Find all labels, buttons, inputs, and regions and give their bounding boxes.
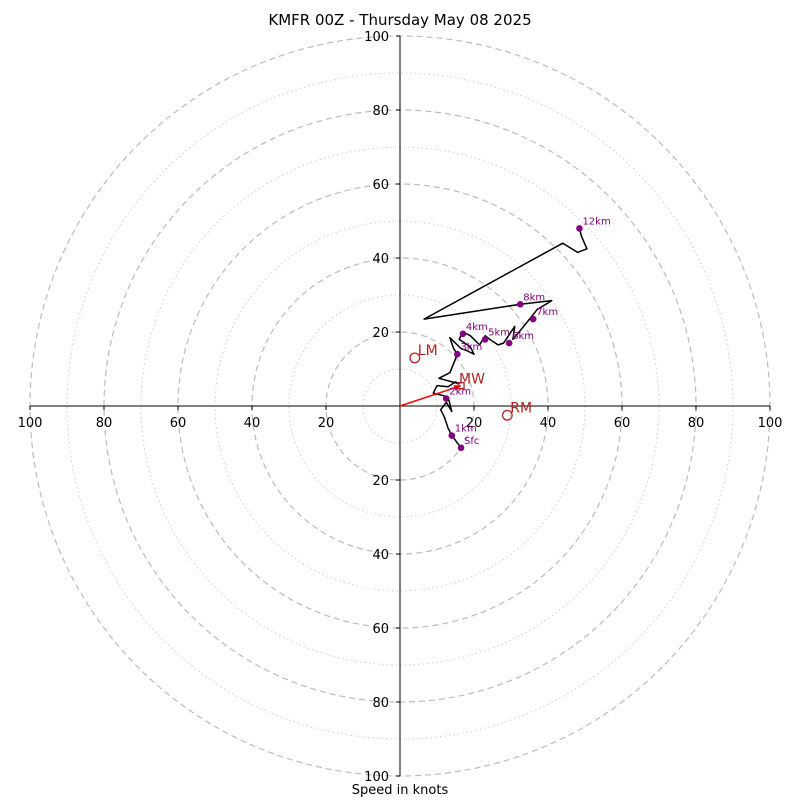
y-tick-label: 20 — [372, 474, 389, 489]
mean-wind-marker — [457, 381, 465, 390]
height-point — [481, 336, 489, 343]
storm-motion-markers: LM MW RM — [409, 343, 532, 421]
storm-motion-label: LM — [418, 343, 438, 359]
height-point — [576, 225, 583, 232]
x-tick-label: 40 — [244, 416, 261, 431]
height-label: Sfc — [464, 436, 479, 447]
x-tick-label: 60 — [614, 416, 631, 431]
height-point — [505, 339, 513, 347]
height-label: 4km — [466, 322, 488, 333]
mean-wind-arrowhead — [453, 385, 462, 391]
height-label: 2km — [449, 387, 471, 398]
x-tick-label: 100 — [758, 416, 783, 431]
y-tick-label: 80 — [372, 104, 389, 119]
mean-wind-label: MW — [459, 372, 485, 388]
x-tick-label: 40 — [540, 416, 557, 431]
y-tick-label: 60 — [372, 622, 389, 637]
storm-motion-marker — [501, 409, 513, 421]
height-label: 5km — [488, 327, 510, 338]
y-tick-label: 20 — [372, 326, 389, 341]
tick-labels: 100 80 60 40 20 20 40 60 80 100 100 80 60 40 20 20 40 60 8… — [18, 30, 783, 785]
height-point — [448, 432, 456, 439]
x-axis-label: Speed in knots — [351, 783, 449, 798]
mean-wind-line — [399, 384, 462, 407]
mean-wind-vector — [399, 384, 462, 407]
height-point — [516, 300, 524, 308]
y-tick-label: 40 — [372, 548, 389, 563]
y-tick-label: 80 — [372, 696, 389, 711]
height-label: 7km — [536, 307, 558, 318]
height-point — [442, 395, 450, 402]
height-label: 8km — [523, 292, 545, 303]
height-point — [454, 350, 461, 358]
height-label: 12km — [582, 216, 610, 227]
y-tick-label: 60 — [372, 178, 389, 193]
height-label: 1km — [455, 424, 477, 435]
x-tick-label: 80 — [96, 416, 113, 431]
height-label: 3km — [460, 342, 482, 353]
x-tick-label: 100 — [18, 416, 43, 431]
height-point — [457, 444, 465, 452]
x-tick-label: 80 — [688, 416, 705, 431]
height-label: 6km — [512, 331, 534, 342]
x-tick-label: 20 — [466, 416, 483, 431]
height-point — [459, 330, 467, 338]
y-tick-label: 40 — [372, 252, 389, 267]
height-point — [529, 315, 537, 323]
storm-motion-marker — [409, 352, 421, 364]
x-tick-label: 60 — [170, 416, 187, 431]
chart-title: KMFR 00Z - Thursday May 08 2025 — [268, 11, 532, 29]
y-tick-label: 100 — [364, 30, 389, 45]
storm-motion-label: RM — [510, 400, 532, 416]
x-tick-label: 20 — [318, 416, 335, 431]
y-tick-label: 100 — [364, 770, 389, 785]
